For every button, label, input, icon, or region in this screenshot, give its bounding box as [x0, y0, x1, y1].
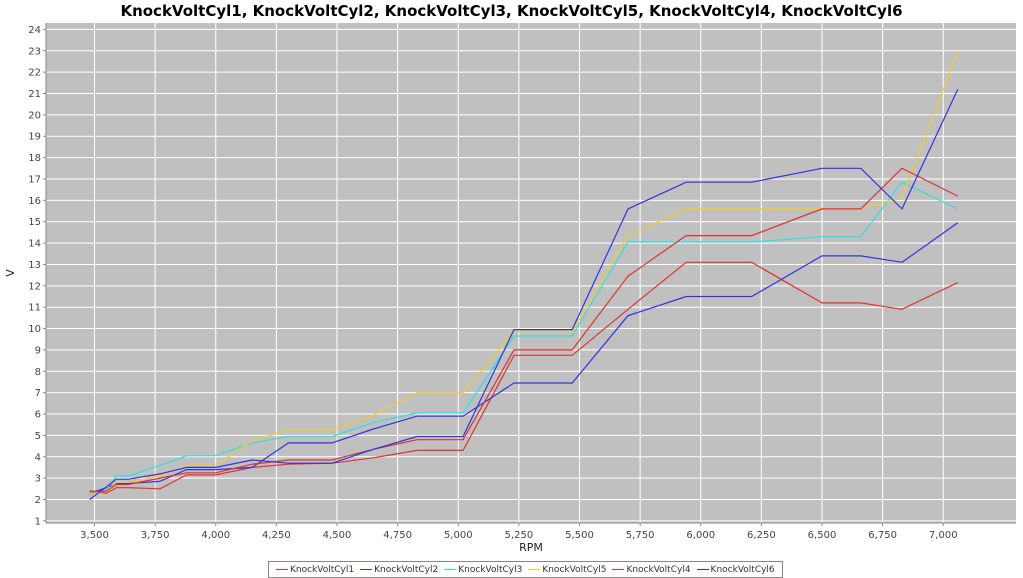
- y-tick-label: 4: [35, 452, 41, 463]
- series-line-knockvoltcyl3: [89, 181, 959, 496]
- legend-swatch: [528, 569, 541, 570]
- x-tick-label: 5,500: [565, 530, 594, 541]
- legend-swatch: [360, 569, 373, 570]
- y-tick-label: 15: [28, 217, 41, 228]
- series-line-knockvoltcyl2: [89, 222, 959, 494]
- legend-item-knockvoltcyl4: KnockVoltCyl4: [612, 564, 691, 575]
- y-tick-label: 24: [28, 25, 41, 36]
- x-tick-label: 6,250: [747, 530, 776, 541]
- grid-lines: [46, 23, 1016, 523]
- y-tick-label: 20: [28, 110, 41, 121]
- y-tick-label: 10: [28, 324, 41, 335]
- x-tick-label: 6,500: [808, 530, 837, 541]
- x-tick-label: 7,000: [929, 530, 958, 541]
- y-tick-label: 6: [35, 410, 41, 421]
- legend-swatch: [444, 569, 457, 570]
- legend-swatch: [696, 569, 709, 570]
- y-tick-label: 23: [28, 46, 41, 57]
- legend-label: KnockVoltCyl1: [290, 564, 355, 575]
- y-tick-label: 3: [35, 474, 41, 485]
- y-tick-label: 21: [28, 89, 41, 100]
- x-tick-label: 5,250: [505, 530, 534, 541]
- legend-item-knockvoltcyl1: KnockVoltCyl1: [276, 565, 354, 575]
- legend-item-knockvoltcyl2: KnockVoltCyl2: [360, 565, 438, 575]
- legend-label: KnockVoltCyl2: [374, 564, 439, 575]
- legend-label: KnockVoltCyl3: [458, 564, 523, 575]
- series-line-knockvoltcyl5: [89, 50, 959, 494]
- plot-area: [46, 23, 1016, 523]
- y-tick-label: 14: [28, 239, 41, 250]
- x-tick-label: 4,000: [201, 530, 230, 541]
- x-tick-label: 3,500: [80, 530, 109, 541]
- y-tick-label: 12: [28, 281, 41, 292]
- x-tick-label: 6,000: [686, 530, 715, 541]
- legend-label: KnockVoltCyl5: [542, 564, 607, 575]
- y-tick-label: 22: [28, 68, 41, 79]
- legend-swatch: [612, 569, 625, 570]
- legend-item-knockvoltcyl3: KnockVoltCyl3: [444, 565, 522, 575]
- x-tick-label: 4,750: [383, 530, 412, 541]
- x-tick-label: 5,000: [444, 530, 473, 541]
- axes: 1234567891011121314151617181920212223243…: [28, 23, 1016, 541]
- y-tick-label: 1: [35, 516, 41, 527]
- legend-item-knockvoltcyl6: KnockVoltCyl6: [696, 564, 775, 575]
- x-tick-label: 3,750: [141, 530, 170, 541]
- y-tick-label: 18: [28, 153, 41, 164]
- series-line-knockvoltcyl6: [89, 88, 959, 500]
- y-tick-label: 2: [35, 495, 41, 506]
- legend-label: KnockVoltCyl6: [710, 564, 775, 575]
- y-tick-label: 13: [28, 260, 41, 271]
- y-tick-label: 5: [35, 431, 41, 442]
- legend: KnockVoltCyl1 KnockVoltCyl2 KnockVoltCyl3 K…: [268, 561, 783, 578]
- y-tick-label: 19: [28, 132, 41, 143]
- legend-label: KnockVoltCyl4: [626, 564, 691, 575]
- x-tick-label: 5,750: [626, 530, 655, 541]
- y-tick-label: 11: [28, 303, 41, 314]
- x-tick-label: 6,750: [868, 530, 897, 541]
- y-tick-label: 8: [35, 367, 41, 378]
- series-lines: [89, 50, 959, 500]
- series-line-knockvoltcyl1: [89, 261, 959, 494]
- series-line-knockvoltcyl4: [89, 167, 959, 493]
- legend-swatch: [276, 569, 288, 570]
- y-axis-title: V: [4, 269, 17, 277]
- y-tick-label: 17: [28, 174, 41, 185]
- y-tick-label: 9: [35, 345, 41, 356]
- x-tick-label: 4,500: [323, 530, 352, 541]
- x-axis-title: RPM: [519, 541, 543, 554]
- x-tick-label: 4,250: [262, 530, 291, 541]
- legend-item-knockvoltcyl5: KnockVoltCyl5: [528, 565, 606, 575]
- chart-title: KnockVoltCyl1, KnockVoltCyl2, KnockVoltC…: [120, 2, 903, 20]
- y-tick-label: 7: [35, 388, 41, 399]
- y-tick-label: 16: [28, 196, 41, 207]
